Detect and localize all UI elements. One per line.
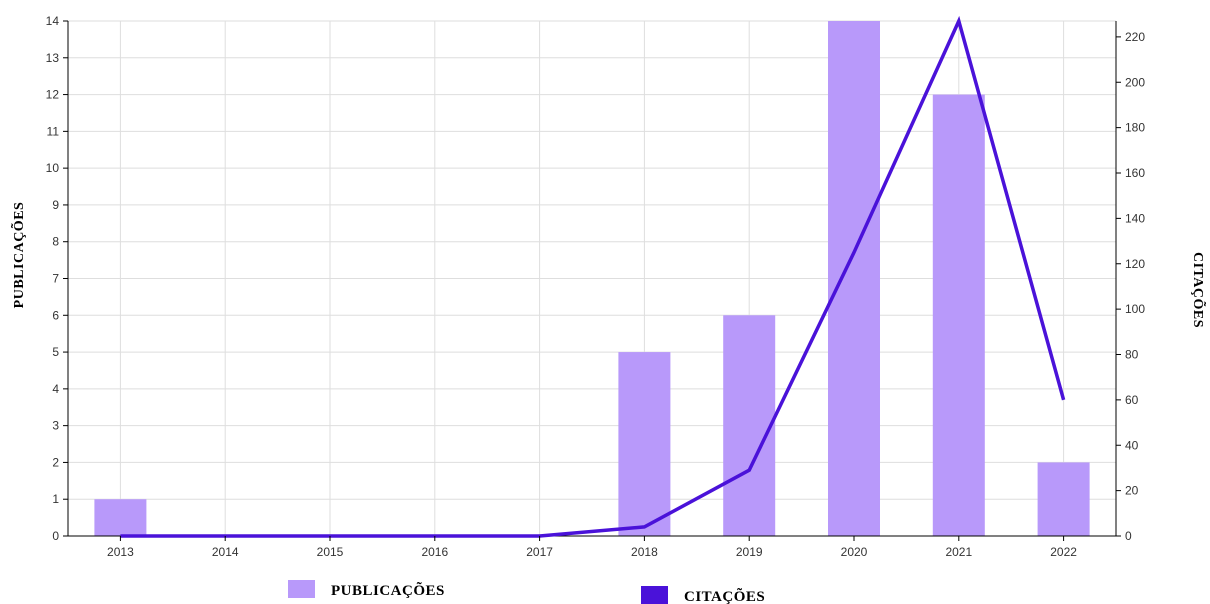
x-tick-label: 2018 <box>631 545 658 559</box>
y-tick-label-right: 120 <box>1125 257 1145 271</box>
ticks-layer: 0123456789101112131402040608010012014016… <box>46 14 1146 559</box>
y-tick-label-right: 40 <box>1125 438 1139 452</box>
y-tick-label-left: 3 <box>52 419 59 433</box>
legend: PUBLICAÇÕES CITAÇÕES <box>288 580 765 604</box>
y-tick-label-left: 5 <box>52 345 59 359</box>
x-tick-label: 2022 <box>1050 545 1077 559</box>
legend-label-citacoes: CITAÇÕES <box>684 587 765 604</box>
x-tick-label: 2013 <box>107 545 134 559</box>
y-tick-label-left: 14 <box>46 14 60 28</box>
y-axis-title-left: PUBLICAÇÕES <box>9 202 27 309</box>
y-tick-label-right: 140 <box>1125 211 1145 225</box>
y-tick-label-right: 0 <box>1125 529 1132 543</box>
bar-publicacoes <box>1037 462 1090 536</box>
bar-publicacoes <box>618 352 671 536</box>
y-tick-label-right: 180 <box>1125 121 1145 135</box>
y-tick-label-right: 220 <box>1125 30 1145 44</box>
y-tick-label-left: 1 <box>52 492 59 506</box>
y-tick-label-right: 100 <box>1125 302 1145 316</box>
y-tick-label-right: 20 <box>1125 484 1139 498</box>
bar-publicacoes <box>94 499 147 536</box>
y-tick-label-left: 4 <box>52 382 59 396</box>
y-tick-label-left: 13 <box>46 51 60 65</box>
x-tick-label: 2016 <box>421 545 448 559</box>
y-tick-label-right: 60 <box>1125 393 1139 407</box>
line-citacoes <box>120 15 1066 538</box>
bar-publicacoes <box>723 315 776 536</box>
line-layer <box>120 15 1066 538</box>
bar-publicacoes <box>828 21 880 536</box>
y-tick-label-left: 12 <box>46 88 60 102</box>
y-tick-label-right: 80 <box>1125 348 1139 362</box>
y-tick-label-left: 6 <box>52 308 59 322</box>
legend-swatch-citacoes <box>641 586 668 604</box>
y-tick-label-left: 9 <box>52 198 59 212</box>
x-tick-label: 2020 <box>841 545 868 559</box>
bars-layer <box>94 21 1090 537</box>
y-tick-label-left: 7 <box>52 272 59 286</box>
y-tick-label-left: 11 <box>47 124 60 138</box>
legend-swatch-publicacoes <box>288 580 315 598</box>
y-axis-title-right: CITAÇÕES <box>1190 252 1208 328</box>
x-tick-label: 2019 <box>736 545 763 559</box>
y-tick-label-left: 2 <box>52 455 59 469</box>
y-tick-label-left: 0 <box>52 529 59 543</box>
bar-publicacoes <box>932 94 985 537</box>
y-tick-label-right: 160 <box>1125 166 1145 180</box>
y-tick-label-right: 200 <box>1125 75 1145 89</box>
x-tick-label: 2015 <box>317 545 344 559</box>
legend-label-publicacoes: PUBLICAÇÕES <box>331 581 445 599</box>
y-tick-label-left: 10 <box>46 161 60 175</box>
x-tick-label: 2014 <box>212 545 239 559</box>
x-tick-label: 2017 <box>526 545 553 559</box>
x-tick-label: 2021 <box>945 545 972 559</box>
y-tick-label-left: 8 <box>52 235 59 249</box>
